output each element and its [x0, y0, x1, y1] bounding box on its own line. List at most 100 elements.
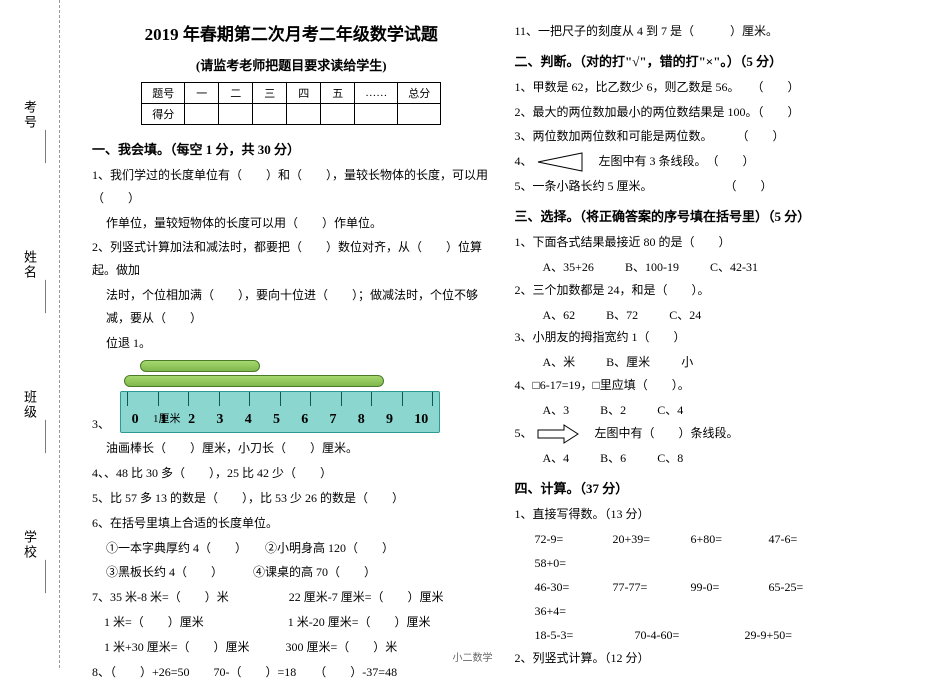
opt: B、100-19	[625, 256, 679, 279]
ruler-num: 7	[329, 412, 336, 428]
calc-row-2: 46-30= 77-77= 99-0= 65-25= 36+4=	[515, 575, 914, 623]
calc-item: 72-9=	[535, 527, 613, 551]
score-cell: 五	[321, 83, 355, 104]
score-header-row: 题号 一 二 三 四 五 …… 总分	[142, 83, 441, 104]
s3q5-opts: A、4 B、6 C、8	[515, 447, 914, 470]
s4-sub1: 1、直接写得数。（13 分）	[515, 503, 914, 526]
score-cell: 四	[287, 83, 321, 104]
s2q2: 2、最大的两位数加最小的两位数结果是 100。（ ）	[515, 101, 914, 124]
q2-line1: 2、列竖式计算加法和减法时，都要把（ ）数位对齐，从（ ）位算起。做加	[92, 236, 491, 282]
page-footer: 小二数学	[453, 649, 493, 664]
binding-label-exam-no: 考号	[20, 100, 39, 130]
binding-margin: 考号 ——— 姓名 ——— 班级 ——— 学校 ———	[0, 0, 60, 668]
ruler-num: 9	[386, 412, 393, 428]
q1-line1: 1、我们学过的长度单位有（ ）和（ ），量较长物体的长度，可以用（ ）	[92, 164, 491, 210]
calc-row-1: 72-9= 20+39= 6+80= 47-6= 58+0=	[515, 527, 914, 575]
score-cell: 二	[219, 83, 253, 104]
q6b: ③黑板长约 4（ ） ④课桌的高 70（ ）	[92, 561, 491, 584]
opt: A、3	[543, 399, 570, 422]
score-cell: 一	[185, 83, 219, 104]
s4-sub2: 2、列竖式计算。（12 分）	[515, 647, 914, 670]
ruler-num: 6	[301, 412, 308, 428]
score-value-row: 得分	[142, 104, 441, 125]
q5: 5、比 57 多 13 的数是（ ），比 53 少 26 的数是（ ）	[92, 487, 491, 510]
score-table: 题号 一 二 三 四 五 …… 总分 得分	[141, 82, 441, 125]
ruler-num: 10	[414, 412, 428, 428]
opt: B、72	[606, 304, 638, 327]
calc-item: 58+0=	[535, 551, 613, 575]
s2q4-prefix: 4、	[515, 154, 533, 168]
ruler-num: 3	[216, 412, 223, 428]
calc-item: 99-0=	[691, 575, 769, 599]
calc-item: 46-30=	[535, 575, 613, 599]
score-cell	[219, 104, 253, 125]
s3q4-opts: A、3 B、2 C、4	[515, 399, 914, 422]
calc-item: 6+80=	[691, 527, 769, 551]
s3q3-opts: A、米 B、厘米 小	[515, 351, 914, 374]
exam-title: 2019 年春期第二次月考二年级数学试题	[92, 20, 491, 45]
calc-item: 70-4-60=	[635, 623, 745, 647]
ruler-figure: 0 1 2 3 4 5 6 7 8 9 10 1厘米	[106, 356, 440, 437]
s2q4: 4、 左图中有 3 条线段。 （ ）	[515, 150, 914, 173]
opt: A、米	[543, 351, 576, 374]
section-1-heading: 一、我会填。（每空 1 分，共 30 分）	[92, 139, 491, 158]
section-2-heading: 二、判断。（对的打"√"，错的打"×"。）（5 分）	[515, 51, 914, 70]
q6: 6、在括号里填上合适的长度单位。	[92, 512, 491, 535]
calc-item: 65-25=	[769, 575, 847, 599]
ruler-num: 2	[188, 412, 195, 428]
q11: 11、一把尺子的刻度从 4 到 7 是（ ）厘米。	[515, 20, 914, 43]
calc-item: 18-5-3=	[535, 623, 635, 647]
opt: A、4	[543, 447, 570, 470]
score-cell: ……	[355, 83, 398, 104]
s3q4: 4、□6-17=19，□里应填（ ）。	[515, 374, 914, 397]
opt: A、35+26	[543, 256, 594, 279]
s3q5-text: 左图中有（ ）条线段。	[583, 426, 739, 440]
opt: C、8	[657, 447, 683, 470]
ruler-num: 8	[358, 412, 365, 428]
opt: A、62	[543, 304, 576, 327]
calc-item: 77-77=	[613, 575, 691, 599]
q2-line2: 法时，个位相加满（ ），要向十位进（ ）；做减法时，个位不够减，要从（ ）	[92, 284, 491, 330]
opt: C、4	[657, 399, 683, 422]
binding-underline: ———	[40, 420, 52, 453]
q7c: 1 米+30 厘米=（ ）厘米 300 厘米=（ ）米	[92, 636, 491, 659]
score-cell: 得分	[142, 104, 185, 125]
score-cell	[355, 104, 398, 125]
s3q1-opts: A、35+26 B、100-19 C、42-31	[515, 256, 914, 279]
binding-label-school: 学校	[20, 530, 39, 560]
knife-shape	[140, 360, 260, 372]
section-3-heading: 三、选择。（将正确答案的序号填在括号里）（5 分）	[515, 206, 914, 225]
s3q1: 1、下面各式结果最接近 80 的是（ ）	[515, 231, 914, 254]
left-column: 2019 年春期第二次月考二年级数学试题 (请监考老师把题目要求读给学生) 题号…	[80, 20, 503, 658]
q8: 8、（ ）+26=50 70-（ ）=18 （ ）-37=48	[92, 661, 491, 683]
score-cell	[321, 104, 355, 125]
ruler-num: 0	[132, 412, 139, 428]
opt: B、厘米	[606, 351, 650, 374]
s3q2: 2、三个加数都是 24，和是（ ）。	[515, 279, 914, 302]
q1-line2: 作单位，量较短物体的长度可以用（ ）作单位。	[92, 212, 491, 235]
ruler-ticks	[127, 392, 433, 408]
ruler-unit-label: 1厘米	[153, 410, 181, 426]
ruler-num: 5	[273, 412, 280, 428]
crayon-shape	[124, 375, 384, 387]
exam-subtitle: (请监考老师把题目要求读给学生)	[92, 55, 491, 74]
opt: C、24	[669, 304, 701, 327]
q6a: ①一本字典厚约 4（ ） ②小明身高 120（ ）	[92, 537, 491, 560]
s2q4-text: 左图中有 3 条线段。 （ ）	[587, 154, 755, 168]
arrow-icon	[536, 423, 580, 445]
binding-label-class: 班级	[20, 390, 39, 420]
binding-label-name: 姓名	[20, 250, 39, 280]
q7: 7、35 米-8 米=（ ）米 22 厘米-7 厘米=（ ）厘米	[92, 586, 491, 609]
opt: 小	[681, 351, 693, 374]
q2-line3: 位退 1。	[92, 332, 491, 355]
s3q5-prefix: 5、	[515, 426, 533, 440]
calc-item: 20+39=	[613, 527, 691, 551]
s2q1: 1、甲数是 62，比乙数少 6，则乙数是 56。 （ ）	[515, 76, 914, 99]
section-4-heading: 四、计算。（37 分）	[515, 478, 914, 497]
score-cell: 三	[253, 83, 287, 104]
score-cell	[398, 104, 441, 125]
score-cell	[287, 104, 321, 125]
calc-item: 47-6=	[769, 527, 847, 551]
score-cell: 题号	[142, 83, 185, 104]
q3-text: 油画棒长（ ）厘米，小刀长（ ）厘米。	[92, 437, 491, 460]
